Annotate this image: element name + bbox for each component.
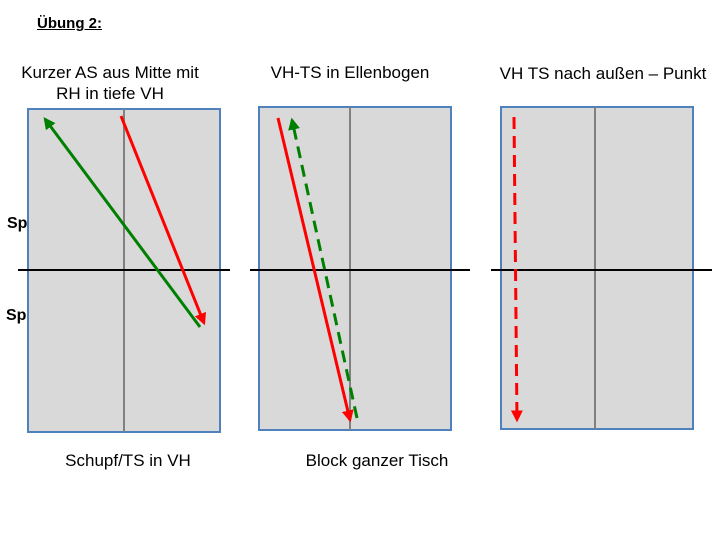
diagram-2-heading: VH-TS in Ellenbogen (250, 62, 450, 83)
diagram-2-heading-line1: VH-TS in Ellenbogen (270, 63, 430, 82)
table-1 (18, 108, 230, 433)
diagram-3-heading: VH TS nach außen – Punkt (486, 63, 720, 84)
diagram-2-caption: Block ganzer Tisch (305, 451, 449, 470)
exercise-title: Übung 2: (37, 15, 102, 32)
table-3-red-dashed-arrow (510, 116, 523, 423)
diagram-1-heading-line1: Kurzer AS aus Mitte mit (21, 63, 199, 82)
diagram-1-heading-line2: RH in tiefe VH (56, 84, 164, 103)
table-2-surface (258, 106, 452, 431)
table-2-green-dashed-arrow (288, 117, 359, 419)
table-3-surface (500, 106, 694, 430)
table-1-green-arrow (43, 117, 202, 328)
table-2 (250, 106, 470, 431)
diagram-1-caption: Schupf/TS in VH (65, 451, 191, 470)
table-3 (491, 106, 712, 430)
table-2-red-arrow (276, 117, 354, 423)
table-1-red-arrow (119, 115, 206, 326)
diagram-1-heading: Kurzer AS aus Mitte mit RH in tiefe VH (10, 62, 210, 104)
diagram-3-heading-line1: VH TS nach außen – Punkt (499, 64, 707, 83)
